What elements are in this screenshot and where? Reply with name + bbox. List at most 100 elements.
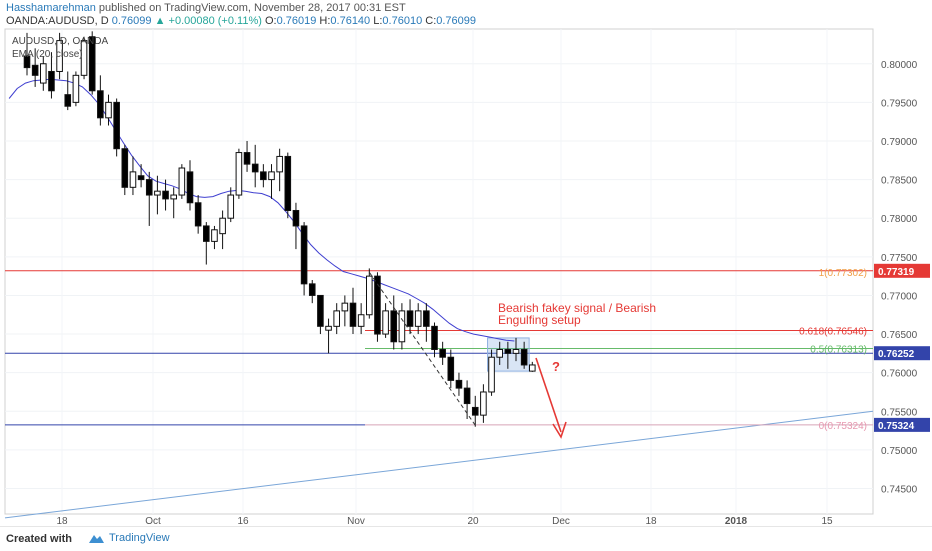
symbol-label: OANDA:AUDUSD, D (6, 15, 109, 27)
price-axis-marker-label: 0.75324 (878, 421, 915, 432)
candle-up (268, 171, 275, 181)
candles (23, 31, 536, 427)
candle-up (398, 310, 406, 343)
x-tick-label: Dec (552, 516, 570, 526)
candle-down (423, 310, 430, 327)
low-value: 0.76010 (382, 15, 423, 27)
candle-up (211, 229, 218, 242)
plot-area[interactable] (4, 28, 874, 515)
candle-up (235, 152, 243, 196)
close-value: 0.76099 (436, 15, 477, 27)
candle-down (64, 94, 72, 107)
candle-down (317, 294, 324, 327)
candle-down (97, 90, 104, 119)
candle-down (203, 225, 210, 242)
candle-up (40, 63, 47, 84)
tradingview-link[interactable]: TradingView (86, 532, 170, 544)
candle-up (480, 391, 487, 416)
chart-legend: AUDUSD, D, OANDA EMA (20, close) (12, 36, 108, 60)
publisher-line: Hasshamarehman published on TradingView.… (6, 2, 406, 14)
candle-up (414, 310, 422, 327)
x-tick-label: 2018 (725, 516, 748, 526)
candle-up (512, 349, 520, 354)
fib-label: 1(0.77302) (819, 268, 867, 279)
bearish-arrow-shaft (535, 357, 562, 433)
open-label: O: (264, 15, 277, 27)
candle-up (366, 275, 373, 316)
symbol-line: OANDA:AUDUSD, D 0.76099 ▲ +0.00080 (+0.1… (6, 15, 476, 27)
price-axis-marker (874, 417, 930, 432)
price-chart[interactable]: 1(0.77302) 0.618(0.76546) 0.5(0.76313) 0(0.… (0, 0, 932, 526)
candle-down (186, 171, 194, 204)
candle-up (496, 349, 503, 358)
candle-up (80, 40, 88, 76)
candle-up (105, 101, 112, 119)
candle-down (113, 101, 120, 150)
fib-levels: 1(0.77302) 0.618(0.76546) 0.5(0.76313) 0(0.… (365, 268, 873, 432)
y-tick-label: 0.78000 (881, 214, 918, 225)
created-with: Created with (6, 533, 73, 545)
y-tick-label: 0.75000 (881, 446, 918, 457)
candle-up (129, 171, 137, 188)
candle-down (48, 70, 55, 92)
candle-up (154, 190, 161, 196)
price-axis-marker-label: 0.77319 (878, 267, 915, 278)
x-tick-label: Nov (347, 516, 365, 526)
candle-down (162, 190, 169, 200)
candle-down (374, 275, 381, 335)
candle-down (308, 283, 316, 296)
price-axis-marker (874, 346, 930, 361)
candle-up (219, 217, 226, 235)
candle-up (382, 310, 389, 335)
candle-down (439, 349, 446, 358)
candle-down (504, 349, 512, 354)
candle-down (431, 325, 438, 351)
y-tick-label: 0.77500 (881, 253, 918, 264)
candle-down (137, 175, 145, 181)
legend-symbol: AUDUSD, D, OANDA (12, 36, 108, 47)
x-tick-label: 18 (645, 516, 657, 526)
price-axis-marker-label: 0.76252 (878, 349, 915, 360)
candle-up (56, 40, 63, 72)
y-tick-label: 0.74500 (881, 485, 918, 496)
high-value: 0.76140 (330, 15, 371, 27)
open-value: 0.76019 (276, 15, 317, 27)
candle-down (251, 163, 259, 173)
x-tick-label: 20 (467, 516, 479, 526)
y-tick-label: 0.76000 (881, 369, 918, 380)
candle-down (447, 356, 455, 381)
footer: Created with TradingView (0, 526, 932, 551)
candle-up (357, 314, 365, 327)
time-axis[interactable]: 18 Oct 16 Nov 20 Dec 18 2018 15 (56, 516, 833, 526)
ema-20-line (8, 78, 515, 342)
fib-label: 0(0.75324) (819, 421, 867, 432)
price-axis[interactable]: 0.80000 0.79500 0.79000 0.78500 0.78000 0.775… (874, 60, 930, 496)
candle-up (333, 310, 340, 327)
candle-down (194, 202, 202, 227)
close-label: C: (425, 15, 437, 27)
y-tick-label: 0.78500 (881, 176, 918, 187)
trend-line (4, 410, 874, 519)
candle-down (455, 379, 463, 389)
candle-down (88, 36, 96, 92)
candle-up (72, 74, 80, 103)
candle-down (463, 387, 471, 405)
candle-down (260, 171, 267, 181)
fib-label: 0.618(0.76546) (799, 327, 867, 338)
candle-up (227, 194, 235, 219)
candle-up (178, 167, 186, 196)
author-link[interactable]: Hasshamarehman (6, 2, 96, 14)
candle-up (529, 364, 536, 372)
legend-ema: EMA (20, close) (12, 49, 83, 60)
high-label: H: (319, 15, 331, 27)
grid (5, 29, 873, 514)
candle-down (406, 310, 414, 327)
candle-down (31, 64, 39, 76)
question-mark: ? (552, 359, 560, 374)
candle-down (243, 152, 251, 165)
ascending-trend-line (4, 410, 874, 519)
candle-up (170, 194, 177, 200)
candle-up (276, 155, 283, 173)
bearish-arrow-head (552, 421, 567, 439)
candle-down (145, 179, 153, 196)
